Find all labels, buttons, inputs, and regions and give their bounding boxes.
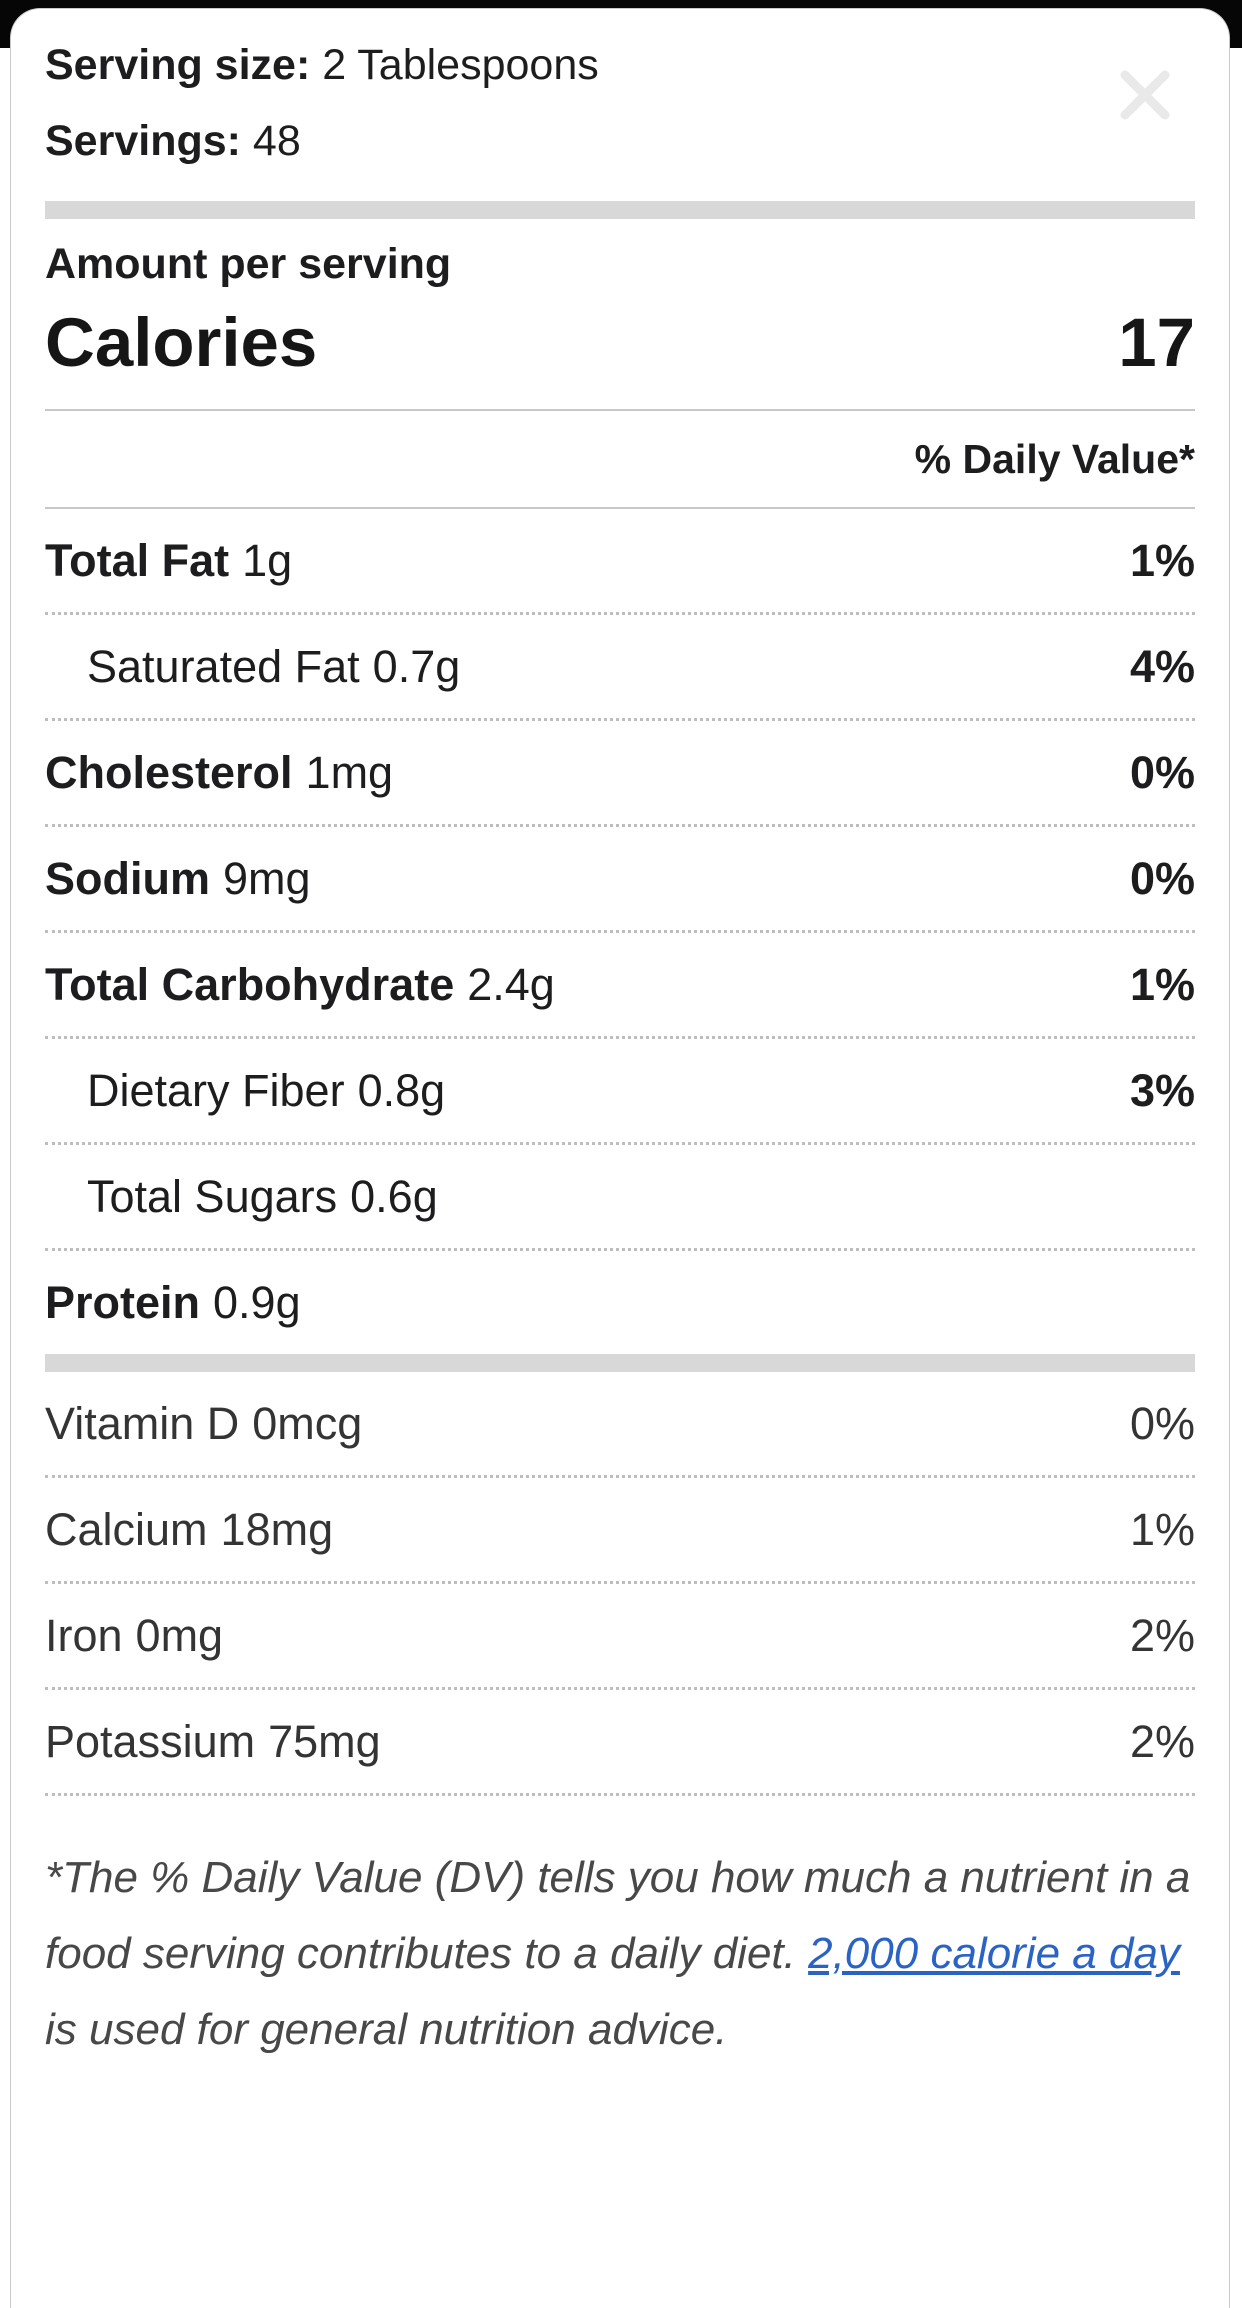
vitamin-row-vitamin-d: Vitamin D 0mcg 0% <box>45 1372 1195 1478</box>
nutrient-name: Sodium <box>45 853 210 904</box>
vitamin-amount: 0mg <box>135 1610 224 1661</box>
serving-size-line: Serving size: 2 Tablespoons <box>45 27 1195 103</box>
nutrient-name: Total Carbohydrate <box>45 959 455 1010</box>
nutrient-name: Dietary Fiber <box>87 1065 345 1116</box>
nutrient-amount: 9mg <box>223 853 311 904</box>
nutrient-name: Total Fat <box>45 535 230 586</box>
nutrient-row-total-fat: Total Fat 1g 1% <box>45 509 1195 615</box>
nutrient-dv: 0% <box>1129 747 1195 798</box>
section-divider-thick <box>45 201 1195 219</box>
calorie-info-link[interactable]: 2,000 calorie a day <box>808 1929 1180 1978</box>
vitamin-name: Vitamin D <box>45 1398 240 1449</box>
nutrient-amount: 1g <box>242 535 293 586</box>
nutrient-name: Protein <box>45 1277 201 1328</box>
vitamin-list: Vitamin D 0mcg 0% Calcium 18mg 1% Iron 0mg … <box>45 1372 1195 1796</box>
vitamin-row-potassium: Potassium 75mg 2% <box>45 1690 1195 1796</box>
nutrient-row-total-sugars: Total Sugars 0.6g <box>45 1145 1195 1251</box>
calories-row: Calories 17 <box>45 303 1195 383</box>
vitamin-name: Iron <box>45 1610 123 1661</box>
nutrient-dv: 1% <box>1129 535 1195 586</box>
nutrient-name: Saturated Fat <box>87 641 360 692</box>
nutrient-amount: 0.9g <box>213 1277 301 1328</box>
vitamin-amount: 18mg <box>220 1504 334 1555</box>
amount-per-serving-label: Amount per serving <box>45 240 452 288</box>
vitamin-dv: 1% <box>1129 1504 1195 1555</box>
servings-label: Servings: <box>45 117 241 165</box>
nutrient-amount: 0.8g <box>357 1065 446 1116</box>
nutrient-row-total-carbohydrate: Total Carbohydrate 2.4g 1% <box>45 933 1195 1039</box>
calories-value: 17 <box>1118 304 1195 381</box>
nutrient-amount: 1mg <box>305 747 394 798</box>
serving-size-value: 2 Tablespoons <box>322 41 599 89</box>
nutrient-name: Cholesterol <box>45 747 293 798</box>
nutrient-dv: 3% <box>1129 1065 1195 1116</box>
nutrient-amount: 2.4g <box>467 959 555 1010</box>
footnote-text-after: is used for general nutrition advice. <box>45 2005 728 2054</box>
servings-line: Servings: 48 <box>45 103 1195 179</box>
vitamin-dv: 0% <box>1129 1398 1195 1449</box>
footnote-text-before: *The % Daily Value (DV) tells you how mu… <box>45 1853 1191 1978</box>
nutrient-list: Total Fat 1g 1% Saturated Fat 0.7g 4% Chol… <box>45 509 1195 1354</box>
vitamin-row-calcium: Calcium 18mg 1% <box>45 1478 1195 1584</box>
vitamin-dv: 2% <box>1129 1610 1195 1661</box>
divider-thin <box>45 409 1195 411</box>
close-button[interactable] <box>1109 59 1181 131</box>
nutrient-row-protein: Protein 0.9g <box>45 1251 1195 1354</box>
vitamin-name: Calcium <box>45 1504 208 1555</box>
vitamin-amount: 0mcg <box>252 1398 363 1449</box>
nutrient-amount: 0.7g <box>372 641 461 692</box>
nutrient-dv: 1% <box>1129 959 1195 1010</box>
nutrient-row-dietary-fiber: Dietary Fiber 0.8g 3% <box>45 1039 1195 1145</box>
nutrient-row-cholesterol: Cholesterol 1mg 0% <box>45 721 1195 827</box>
vitamin-row-iron: Iron 0mg 2% <box>45 1584 1195 1690</box>
section-divider-thick <box>45 1354 1195 1372</box>
daily-value-footnote: *The % Daily Value (DV) tells you how mu… <box>45 1840 1195 2068</box>
daily-value-header: % Daily Value* <box>45 411 1195 509</box>
vitamin-amount: 75mg <box>268 1716 381 1767</box>
serving-size-label: Serving size: <box>45 41 311 89</box>
nutrition-facts-modal: Serving size: 2 Tablespoons Servings: 48… <box>10 8 1230 2308</box>
servings-value: 48 <box>252 117 301 165</box>
vitamin-dv: 2% <box>1129 1716 1195 1767</box>
nutrient-dv: 0% <box>1129 853 1195 904</box>
nutrient-row-sodium: Sodium 9mg 0% <box>45 827 1195 933</box>
serving-info: Serving size: 2 Tablespoons Servings: 48 <box>45 9 1195 179</box>
nutrient-row-saturated-fat: Saturated Fat 0.7g 4% <box>45 615 1195 721</box>
nutrient-amount: 0.6g <box>350 1171 438 1222</box>
close-icon <box>1120 70 1170 120</box>
nutrient-dv: 4% <box>1129 641 1195 692</box>
calories-label: Calories <box>45 304 318 381</box>
vitamin-name: Potassium <box>45 1716 256 1767</box>
nutrient-name: Total Sugars <box>87 1171 338 1222</box>
